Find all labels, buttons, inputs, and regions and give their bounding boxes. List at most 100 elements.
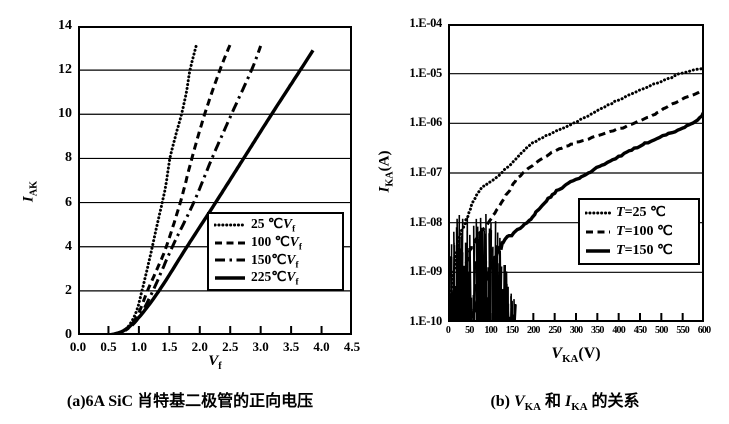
y-tick-label: 8	[65, 150, 72, 166]
legend-label: T=100 ℃	[616, 223, 673, 240]
legend-label: 100 ℃Vf	[251, 234, 302, 252]
y-tick-label: 1.E-07	[409, 165, 442, 179]
symbol: V	[551, 345, 563, 362]
y-tick-label: 1.E-05	[409, 65, 442, 80]
text-part: 150℃	[251, 251, 287, 267]
symbol: V	[514, 393, 525, 410]
x-tick-label: 50	[465, 325, 474, 336]
text-part: 的关系	[587, 393, 640, 410]
legend-item-T150: T=150 ℃	[585, 242, 693, 259]
legend-label: 225℃Vf	[251, 269, 299, 287]
subscript: f	[298, 241, 302, 252]
symbol: V	[286, 251, 296, 267]
symbol: V	[289, 233, 299, 249]
x-tick-label: 200	[527, 325, 540, 336]
curve-T100	[452, 88, 704, 319]
symbol: V	[286, 269, 296, 285]
x-tick-label: 250	[548, 325, 561, 336]
legend-label: 25 ℃Vf	[251, 216, 295, 234]
symbol: V	[283, 216, 293, 232]
plot-border	[78, 26, 352, 335]
curve-100C	[114, 40, 233, 335]
curve-T25	[448, 66, 704, 316]
text-part: 和	[540, 393, 565, 410]
legend-label: T=150 ℃	[616, 242, 673, 259]
curve-25C	[114, 42, 199, 335]
subscript: f	[295, 276, 299, 287]
legend-item-225C: 225℃Vf	[214, 269, 337, 287]
subscript: AK	[28, 180, 40, 197]
x-tick-label: 0.0	[69, 339, 87, 354]
x-tick-label: 1.5	[161, 339, 178, 354]
legend-item-25C: 25 ℃Vf	[214, 216, 337, 234]
subscript: KA	[384, 171, 396, 187]
y-tick-label: 1.E-08	[409, 214, 442, 229]
x-tick-label: 4.0	[313, 339, 330, 354]
curve-150C	[112, 45, 263, 335]
x-tick-label: 100	[484, 325, 497, 336]
y-tick-label: 14	[58, 18, 72, 33]
y-tick-label: 12	[58, 62, 72, 78]
y-tick-label: 10	[58, 106, 72, 122]
x-tick-label: 350	[591, 325, 604, 336]
x-tick-label: 2.0	[191, 339, 208, 354]
legend-label: 150℃Vf	[251, 252, 299, 270]
text-part: 100 ℃	[251, 233, 290, 249]
text-part: =150 ℃	[624, 243, 673, 258]
y-axis-title-ika: IKA(A)	[377, 142, 396, 202]
x-tick-label: 3.5	[282, 339, 300, 354]
legend-label: T=25 ℃	[616, 204, 666, 221]
symbol: T	[616, 243, 625, 258]
subscript: f	[292, 223, 296, 234]
legend-swatch-solid-line	[586, 248, 610, 253]
caption-b: (b) VKA 和 IKA 的关系	[420, 387, 710, 413]
x-tick-label: 600	[697, 325, 711, 336]
legend-swatch-dashed-line	[215, 241, 245, 245]
legend-swatch-dashdot-line	[215, 258, 245, 262]
x-tick-label: 0.5	[100, 339, 117, 354]
curve-225C	[109, 49, 315, 335]
x-tick-label: 3.0	[252, 339, 269, 354]
plot-border	[448, 24, 704, 322]
forward-voltage-plot	[78, 26, 352, 335]
symbol: I	[20, 196, 37, 203]
subscript: KA	[562, 353, 579, 366]
x-tick-label: 550	[676, 325, 689, 336]
symbol: I	[376, 186, 393, 193]
x-tick-label: 400	[612, 325, 625, 336]
x-tick-label: 300	[569, 325, 583, 336]
x-axis-title-vka: VKA(V)	[526, 345, 626, 365]
x-tick-label: 1.0	[130, 339, 147, 354]
text-part: =100 ℃	[624, 224, 673, 239]
x-tick-label: 0	[445, 325, 451, 336]
legend-item-100C: 100 ℃Vf	[214, 234, 337, 252]
legend-item-150C: 150℃Vf	[214, 252, 337, 270]
subscript: f	[295, 259, 299, 270]
y-tick-label: 2	[65, 282, 72, 298]
text-part: (b)	[490, 393, 514, 410]
symbol: I	[565, 393, 572, 410]
y-axis-title-iak: IAK	[21, 170, 40, 214]
right-legend: T=25 ℃ T=100 ℃ T=150 ℃	[578, 198, 700, 265]
subscript: f	[218, 361, 222, 372]
x-tick-label: 2.5	[222, 339, 239, 354]
leakage-current-plot	[448, 24, 704, 322]
x-tick-label: 4.5	[343, 339, 361, 354]
legend-swatch-solid-line	[215, 276, 245, 280]
y-tick-label: 1.E-09	[409, 264, 442, 279]
legend-swatch-dashed-line	[586, 230, 610, 233]
legend-item-T100: T=100 ℃	[585, 223, 693, 240]
legend-item-T25: T=25 ℃	[585, 204, 693, 221]
y-tick-label: 1.E-06	[409, 115, 442, 130]
text-part: (A)	[376, 150, 393, 172]
legend-swatch-dotted-line	[214, 223, 246, 227]
symbol: T	[616, 224, 625, 239]
symbol: T	[616, 205, 625, 220]
legend-swatch-dotted-line	[585, 211, 611, 214]
subscript: KA	[524, 401, 541, 414]
text-part: 225℃	[251, 269, 287, 285]
y-tick-label: 0	[65, 327, 72, 342]
y-tick-label: 1.E-04	[409, 16, 442, 30]
y-tick-label: 1.E-10	[409, 314, 442, 328]
